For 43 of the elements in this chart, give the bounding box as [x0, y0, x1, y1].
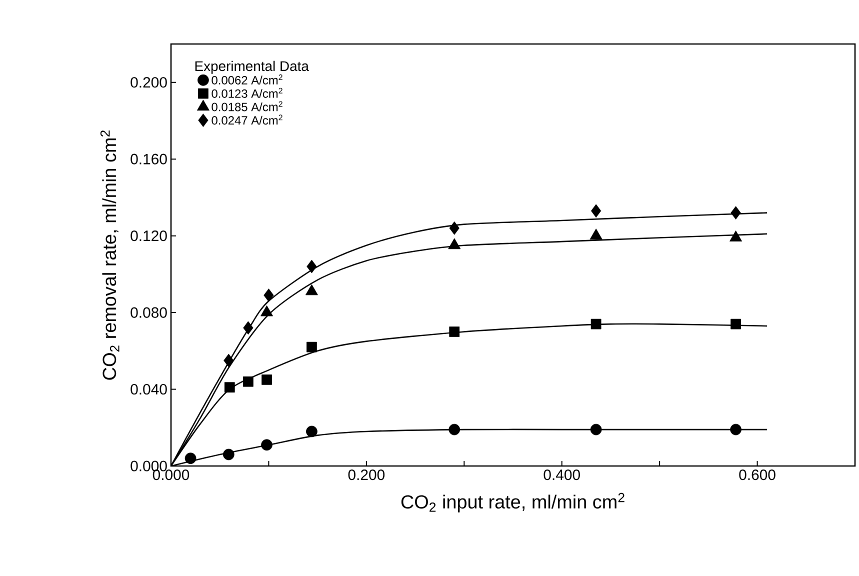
- point: [590, 318, 602, 330]
- point: [448, 424, 460, 436]
- y-tick-label: 0.000: [130, 460, 167, 472]
- y-tick-label: 0.160: [130, 154, 167, 164]
- point: [590, 228, 602, 240]
- point: [306, 426, 318, 438]
- point: [590, 424, 602, 436]
- point: [224, 354, 234, 368]
- x-tick-label: 0.600: [739, 470, 776, 480]
- x-tick-label: 0.400: [544, 470, 580, 480]
- legend-label: 0.0123 A/cm$^{2}$: [212, 88, 282, 98]
- point: [184, 452, 196, 464]
- legend-label: 0.0062 A/cm$^{2}$: [212, 74, 282, 84]
- point: [730, 318, 741, 330]
- point: [306, 342, 317, 352]
- point: [262, 374, 272, 385]
- y-tick-label: 0.200: [130, 77, 167, 88]
- y-tick-label: 0.120: [130, 230, 167, 242]
- x-tick-label: 0.200: [348, 470, 385, 480]
- point: [448, 238, 461, 250]
- y-tick-label: 0.080: [130, 307, 167, 318]
- point: [449, 326, 460, 337]
- point: [264, 288, 274, 302]
- legend-label: 0.0185 A/cm$^{2}$: [212, 101, 282, 112]
- point: [224, 382, 235, 393]
- point: [222, 448, 234, 460]
- point: [260, 305, 273, 316]
- point: [305, 284, 318, 296]
- point: [243, 376, 254, 387]
- point: [243, 321, 254, 335]
- y-axis-title: CO$_{2}$ removal rate, ml/min cm$^{2}$: [100, 130, 120, 380]
- legend-title: Experimental Data: [195, 60, 309, 74]
- x-axis-title: CO$_{2}$ input rate, ml/min cm$^{2}$: [401, 492, 624, 512]
- y-tick-label: 0.040: [130, 384, 167, 395]
- point: [449, 221, 460, 235]
- point: [261, 439, 272, 451]
- point: [730, 424, 742, 436]
- x-tick-label: 0.000: [152, 470, 190, 480]
- point: [730, 206, 741, 220]
- point: [306, 260, 317, 274]
- point: [591, 204, 602, 218]
- point: [730, 230, 742, 242]
- legend-label: 0.0247 A/cm$^{2}$: [212, 114, 282, 125]
